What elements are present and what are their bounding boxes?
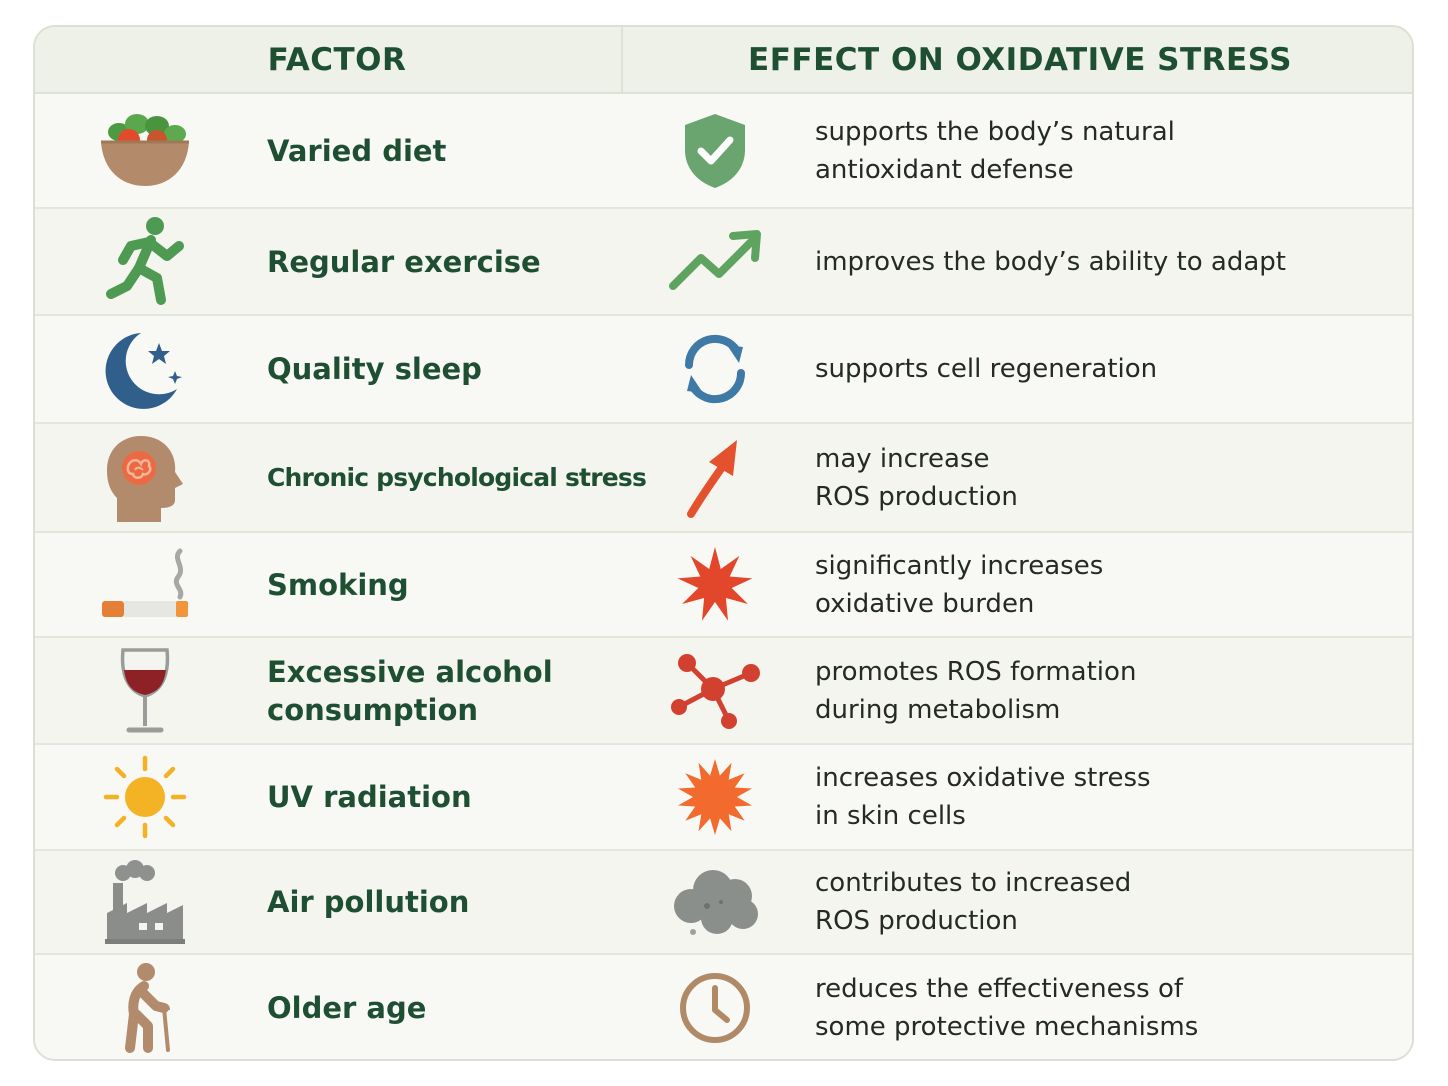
effect-label: reduces the effectiveness of some protec… xyxy=(815,974,1199,1042)
effect-label: supports cell regeneration xyxy=(815,354,1158,384)
factor-label: Air pollution xyxy=(267,885,470,919)
table-header: FACTOR EFFECT ON OXIDATIVE STRESS xyxy=(35,27,1412,94)
effect-label: promotes ROS formation during metabolism xyxy=(815,656,1137,725)
clock-icon xyxy=(655,955,775,1059)
burst-icon xyxy=(655,533,775,636)
table-row-older-age: Older age reduces the effectiveness of s… xyxy=(35,955,1412,1059)
refresh-cycle-icon xyxy=(655,316,775,422)
factor-label: UV radiation xyxy=(267,780,472,814)
sun-icon xyxy=(95,745,195,849)
effect-label: improves the body’s ability to adapt xyxy=(815,246,1286,277)
table-row-air-pollution: Air pollution contributes to increased R… xyxy=(35,851,1412,955)
elderly-person-cane-icon xyxy=(95,955,195,1059)
wine-glass-icon xyxy=(95,638,195,743)
running-person-icon xyxy=(95,209,195,314)
moon-stars-icon xyxy=(95,316,195,422)
table-row-chronic-psychological-stress: Chronic psychological stress may increas… xyxy=(35,424,1412,533)
table-row-regular-exercise: Regular exercise improves the body’s abi… xyxy=(35,209,1412,316)
factor-label: Smoking xyxy=(267,567,409,602)
factor-label: Older age xyxy=(267,991,427,1025)
effect-label: supports the body’s natural antioxidant … xyxy=(815,116,1175,185)
table-row-varied-diet: Varied diet supports the body’s natural … xyxy=(35,94,1412,209)
shield-check-icon xyxy=(655,94,775,207)
table-row-smoking: Smoking significantly increases oxidativ… xyxy=(35,533,1412,638)
factory-icon xyxy=(95,851,195,953)
factor-label: Excessive alcohol consumption xyxy=(267,654,553,727)
effect-column-header: EFFECT ON OXIDATIVE STRESS xyxy=(748,42,1292,78)
effect-label: may increase ROS production xyxy=(815,443,1018,512)
factor-label: Varied diet xyxy=(267,133,447,168)
molecule-icon xyxy=(655,638,775,743)
smog-cloud-icon xyxy=(655,851,775,953)
table-row-uv-radiation: UV radiation increases oxidative stress … xyxy=(35,745,1412,851)
factor-column-header: FACTOR xyxy=(267,42,407,78)
table-row-quality-sleep: Quality sleep supports cell regeneration xyxy=(35,316,1412,424)
trending-up-icon xyxy=(655,209,775,314)
head-brain-icon xyxy=(95,424,195,531)
effect-label: significantly increases oxidative burden xyxy=(815,550,1104,619)
table-row-excessive-alcohol: Excessive alcohol consumption promotes R… xyxy=(35,638,1412,745)
factor-label: Quality sleep xyxy=(267,352,482,386)
factors-table: FACTOR EFFECT ON OXIDATIVE STRESS Varied… xyxy=(33,25,1414,1061)
effect-label: increases oxidative stress in skin cells xyxy=(815,763,1151,831)
salad-bowl-icon xyxy=(95,94,195,207)
effect-label: contributes to increased ROS production xyxy=(815,868,1132,936)
factor-label: Regular exercise xyxy=(267,244,541,279)
factor-label: Chronic psychological stress xyxy=(267,462,647,492)
cigarette-icon xyxy=(95,533,195,636)
arrow-up-right-icon xyxy=(655,424,775,531)
burst-icon xyxy=(655,745,775,849)
